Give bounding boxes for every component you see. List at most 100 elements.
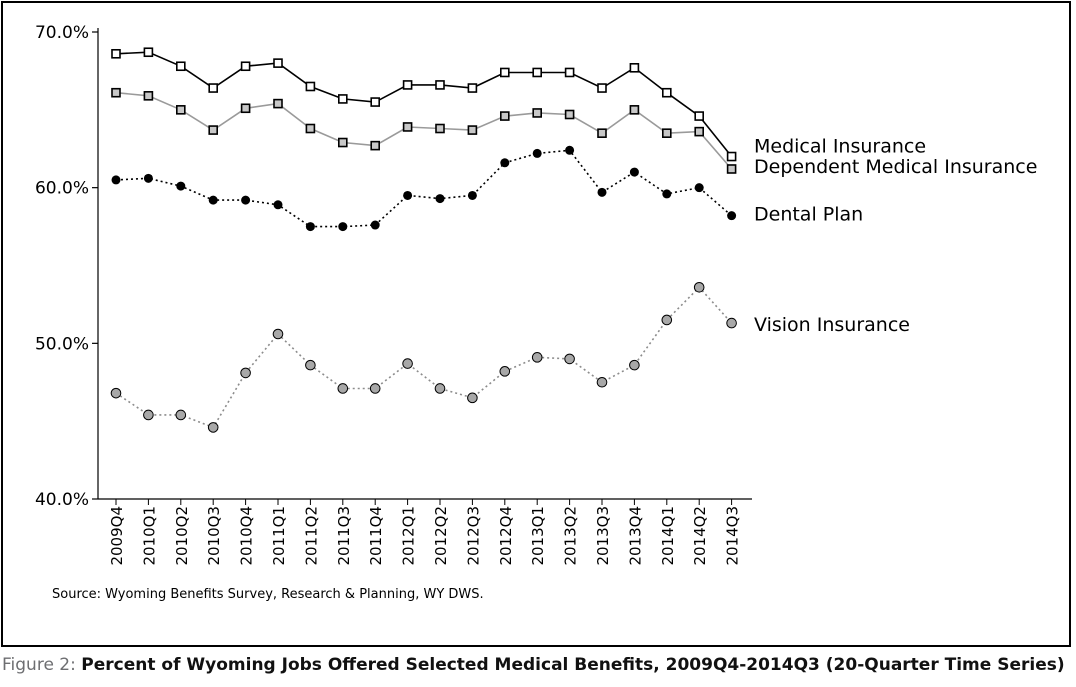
data-point bbox=[370, 220, 380, 230]
data-point bbox=[629, 167, 639, 177]
data-point bbox=[305, 359, 316, 371]
x-tick-label: 2014Q3 bbox=[724, 506, 742, 566]
source-note: Source: Wyoming Benefits Survey, Researc… bbox=[52, 587, 484, 602]
x-tick-label: 2012Q3 bbox=[464, 506, 482, 566]
x-tick-label: 2010Q4 bbox=[238, 506, 256, 566]
data-point bbox=[661, 87, 672, 98]
figure-frame bbox=[1, 1, 1071, 647]
data-point bbox=[694, 183, 704, 193]
series-label: Medical Insurance bbox=[754, 136, 926, 158]
data-point bbox=[337, 137, 348, 148]
data-point bbox=[240, 61, 251, 72]
x-tick-label: 2010Q1 bbox=[140, 506, 158, 566]
x-tick-label: 2011Q4 bbox=[367, 506, 385, 566]
figure-caption: Figure 2: Percent of Wyoming Jobs Offere… bbox=[2, 655, 1065, 675]
data-point bbox=[565, 145, 575, 155]
chart-axes: 40.0% 50.0% 60.0% 70.0% 2009Q4 2010Q1 2010Q2 20… bbox=[35, 23, 752, 566]
series-label: Vision Insurance bbox=[754, 314, 910, 336]
x-tick-label: 2009Q4 bbox=[108, 506, 126, 566]
data-point bbox=[532, 108, 543, 118]
x-tick-label: 2014Q1 bbox=[659, 506, 677, 566]
x-tick-label: 2013Q4 bbox=[626, 506, 644, 566]
data-point bbox=[467, 125, 478, 135]
data-point bbox=[273, 98, 283, 109]
data-point bbox=[662, 189, 672, 199]
data-point bbox=[467, 392, 478, 404]
x-tick-label: 2010Q3 bbox=[205, 506, 223, 566]
data-point bbox=[176, 181, 186, 191]
x-tick-label: 2013Q2 bbox=[562, 506, 580, 566]
data-point bbox=[435, 194, 445, 204]
data-point bbox=[629, 105, 640, 115]
data-point bbox=[629, 359, 640, 371]
data-point bbox=[434, 383, 446, 394]
data-point bbox=[370, 97, 381, 107]
series-label: Dependent Medical Insurance bbox=[754, 156, 1037, 178]
x-tick-label: 2013Q1 bbox=[529, 506, 547, 566]
data-point bbox=[273, 58, 283, 68]
data-point bbox=[564, 109, 575, 120]
data-point bbox=[176, 105, 186, 115]
data-point bbox=[208, 83, 218, 93]
x-tick-label: 2014Q2 bbox=[691, 506, 709, 566]
data-point bbox=[208, 195, 218, 205]
data-point bbox=[111, 175, 121, 185]
data-point bbox=[175, 409, 187, 421]
data-point bbox=[143, 173, 153, 183]
y-tick-label: 40.0% bbox=[35, 490, 89, 510]
data-point bbox=[564, 353, 575, 365]
data-point bbox=[305, 222, 315, 232]
data-point bbox=[435, 123, 445, 134]
x-tick-label: 2012Q4 bbox=[497, 506, 515, 566]
figure-title: Percent of Wyoming Jobs Offered Selected… bbox=[81, 655, 1065, 675]
data-point bbox=[208, 125, 218, 135]
data-point bbox=[500, 158, 510, 168]
data-point bbox=[629, 63, 640, 73]
series-label: Dental Plan bbox=[754, 204, 863, 226]
series-line bbox=[115, 91, 733, 170]
data-point bbox=[597, 128, 607, 138]
series-layer bbox=[110, 47, 737, 433]
series-line bbox=[115, 149, 733, 228]
data-point bbox=[402, 80, 413, 90]
data-point bbox=[143, 409, 154, 421]
data-point bbox=[661, 314, 673, 326]
series-line bbox=[115, 286, 733, 429]
data-point bbox=[402, 358, 413, 369]
x-tick-label: 2013Q3 bbox=[594, 506, 612, 566]
data-point bbox=[435, 80, 445, 90]
figure-label: Figure 2: bbox=[2, 655, 76, 675]
data-point bbox=[403, 190, 413, 200]
data-point bbox=[499, 366, 511, 377]
data-point bbox=[337, 94, 348, 104]
data-point bbox=[370, 140, 381, 151]
data-point bbox=[499, 67, 510, 78]
data-point bbox=[143, 91, 154, 101]
data-point bbox=[726, 317, 737, 329]
x-tick-label: 2011Q1 bbox=[270, 506, 288, 566]
data-point bbox=[596, 376, 608, 388]
data-point bbox=[402, 122, 413, 132]
data-point bbox=[143, 47, 154, 58]
data-point bbox=[532, 148, 542, 158]
data-point bbox=[241, 195, 251, 205]
series-line bbox=[115, 51, 733, 158]
data-point bbox=[240, 103, 251, 114]
data-point bbox=[693, 281, 705, 293]
data-point bbox=[240, 367, 251, 379]
data-point bbox=[727, 211, 737, 221]
y-tick-label: 70.0% bbox=[35, 23, 89, 43]
data-point bbox=[564, 67, 575, 78]
data-point bbox=[176, 61, 186, 72]
data-point bbox=[110, 387, 122, 399]
data-point bbox=[305, 123, 316, 134]
data-point bbox=[369, 383, 381, 394]
line-chart: 40.0% 50.0% 60.0% 70.0% 2009Q4 2010Q1 2010Q2 20… bbox=[35, 23, 1037, 566]
x-tick-label: 2011Q2 bbox=[302, 506, 320, 566]
x-tick-label: 2012Q2 bbox=[432, 506, 450, 566]
data-point bbox=[597, 187, 607, 197]
data-point bbox=[273, 200, 283, 210]
y-tick-label: 50.0% bbox=[35, 334, 89, 354]
data-point bbox=[337, 383, 349, 394]
